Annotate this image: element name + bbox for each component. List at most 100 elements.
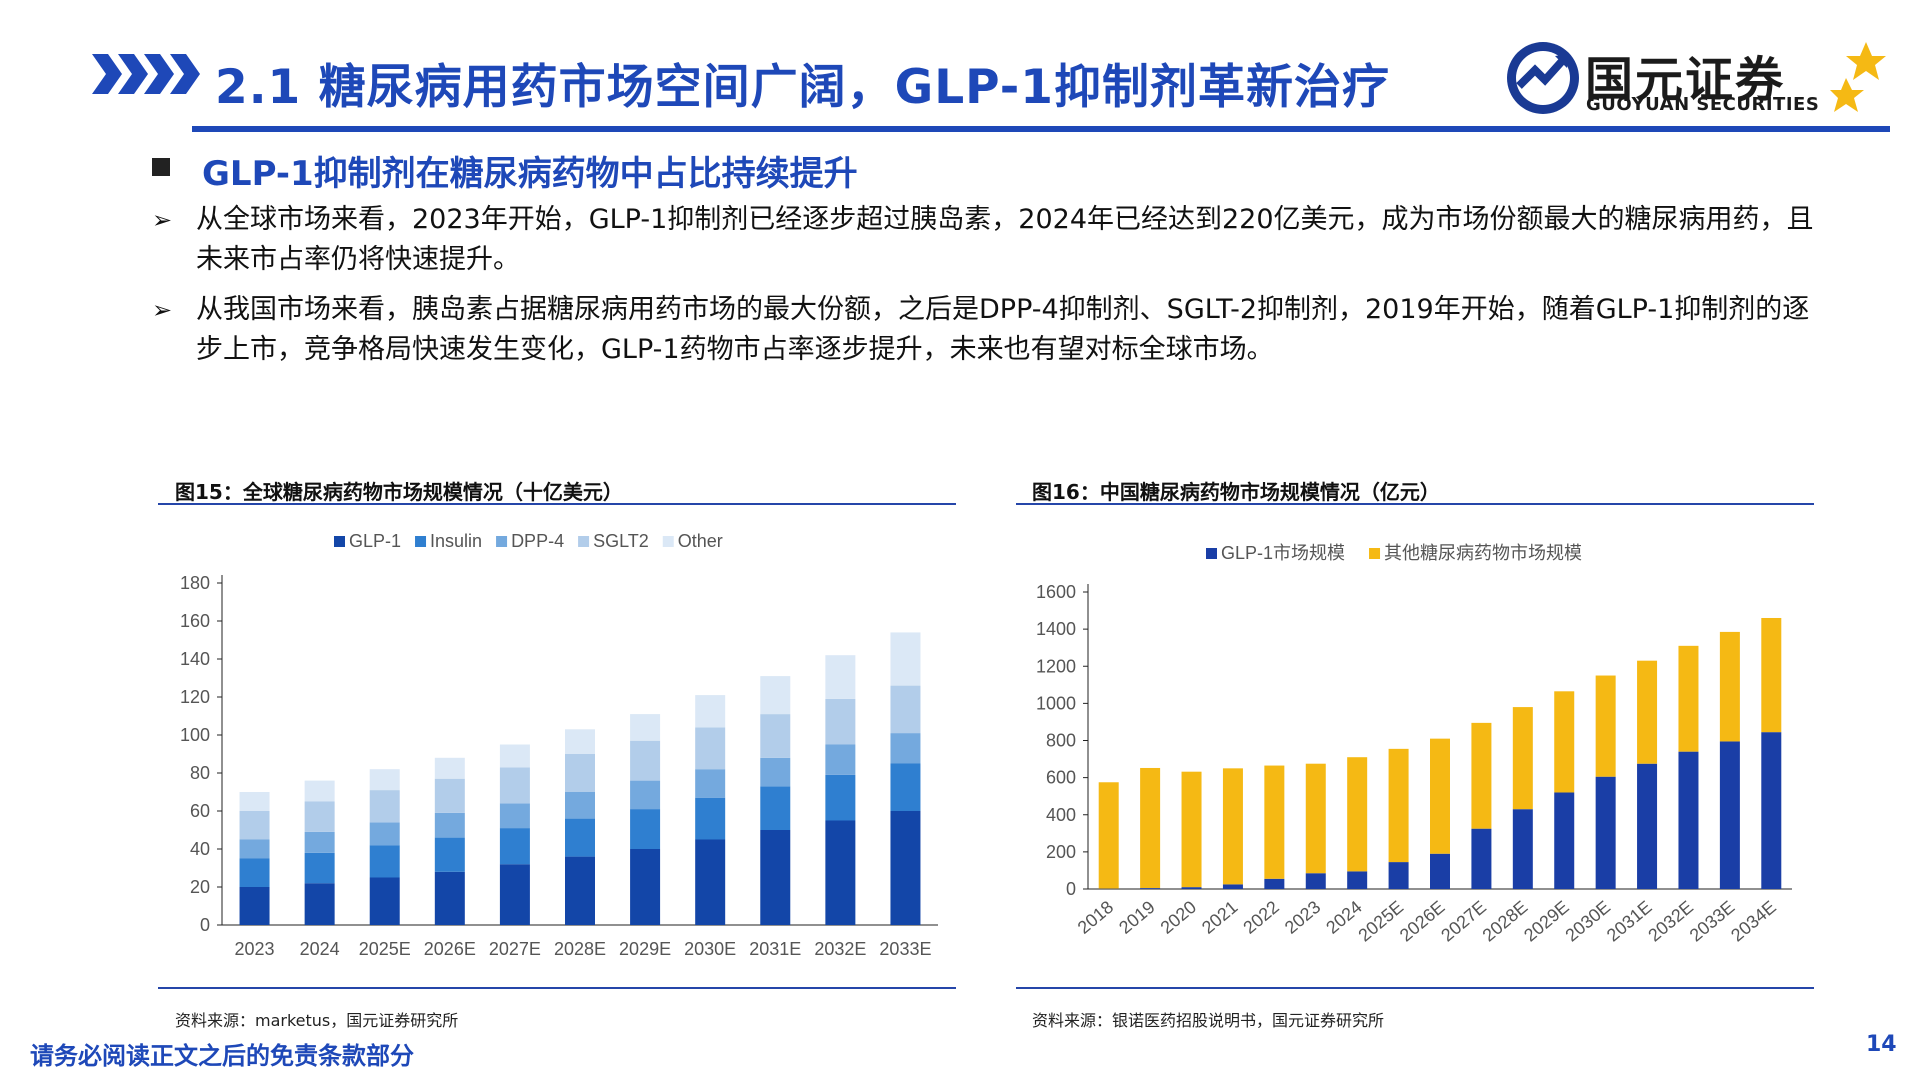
bar-other-2026e: [1430, 738, 1450, 854]
bar-glp1-2031e: [760, 830, 791, 925]
y-tick-label: 600: [1046, 768, 1076, 788]
fig16-source: 资料来源：银诺医药招股说明书，国元证券研究所: [1032, 1011, 1385, 1030]
bar-dpp4-2028e: [565, 792, 595, 819]
bar-other-2024: [1347, 757, 1368, 872]
bar-dpp4-2023: [239, 839, 270, 859]
bar-other-2032e: [825, 655, 856, 699]
logo-stars-icon: [1830, 42, 1886, 112]
fig16-title: 图16：中国糖尿病药物市场规模情况（亿元）: [1032, 480, 1440, 504]
x-tick-label: 2020: [1157, 897, 1201, 938]
fig15-title: 图15：全球糖尿病药物市场规模情况（十亿美元）: [175, 480, 623, 504]
bar-glp1-2026e: [434, 871, 465, 925]
bar-sglt2-2026e: [434, 778, 465, 813]
fig16-top-rule: [1016, 503, 1814, 505]
bar-insulin-2025e: [369, 845, 400, 878]
bar-glp1-2024: [1347, 871, 1368, 889]
bar-other-2019: [1140, 767, 1161, 889]
bar-other-2026e: [434, 757, 465, 779]
bar-sglt2-2033e: [890, 685, 921, 734]
y-tick-label: 160: [180, 611, 210, 631]
bar-other-2022: [1264, 765, 1285, 879]
y-tick-label: 0: [1066, 879, 1076, 899]
bar-dpp4-2026e: [434, 812, 465, 838]
bar-insulin-2023: [239, 858, 270, 887]
bar-other-2023: [239, 792, 270, 811]
bar-glp1-2032e: [825, 820, 856, 925]
bar-glp1-2033e: [1719, 741, 1740, 889]
page-title: 2.1 糖尿病用药市场空间广阔，GLP-1抑制剂革新治疗: [215, 60, 1390, 115]
bar-insulin-2028e: [565, 818, 595, 857]
page-number: 14: [1866, 1032, 1897, 1057]
y-tick-label: 1200: [1036, 656, 1076, 676]
logo-text-cn: 国元证券: [1585, 52, 1786, 108]
fig15-top-rule: [158, 503, 956, 505]
bar-insulin-2027e: [499, 828, 530, 865]
legend-swatch-dpp4: [496, 536, 508, 547]
header-chevrons: [92, 54, 200, 94]
legend-swatch-other: [662, 536, 674, 547]
bar-glp1-2030e: [1595, 776, 1616, 889]
bar-dpp4-2027e: [499, 803, 530, 829]
bar-other-2023: [1305, 763, 1326, 874]
fig15-bottom-rule: [158, 987, 956, 989]
legend-label-glp1: GLP-1: [349, 531, 401, 551]
y-tick-label: 800: [1046, 731, 1076, 751]
x-tick-label: 2033E: [879, 939, 931, 959]
bullet-1: ➢ 从全球市场来看，2023年开始，GLP-1抑制剂已经逐步超过胰岛素，2024…: [152, 200, 1872, 280]
bar-other-2033e: [1719, 631, 1740, 742]
bar-sglt2-2029e: [630, 740, 661, 781]
bar-sglt2-2030e: [695, 727, 726, 770]
bar-other-2025e: [369, 769, 400, 791]
bar-glp1-2033e: [890, 811, 921, 925]
bar-glp1-2026e: [1430, 853, 1450, 889]
bar-sglt2-2027e: [499, 767, 530, 804]
bar-glp1-2031e: [1637, 763, 1658, 889]
bar-other-2031e: [1637, 660, 1658, 764]
bar-other-2029e: [630, 714, 661, 741]
bar-glp1-2019: [1140, 888, 1161, 889]
bar-glp1-2021: [1222, 884, 1243, 889]
title-underline: [192, 126, 1890, 132]
bar-sglt2-2031e: [760, 714, 791, 758]
bar-dpp4-2031e: [760, 757, 791, 787]
y-tick-label: 200: [1046, 842, 1076, 862]
bar-insulin-2032e: [825, 774, 856, 821]
global-diabetes-market-chart: 0 20 40 60 80 100 120 140 160 180 2023 2024 2025E 202…: [180, 531, 938, 959]
bar-glp1-2032e: [1678, 751, 1699, 889]
legend-swatch-sglt2: [578, 536, 590, 547]
bar-glp1-2024: [304, 883, 335, 925]
bar-other-2034e: [1761, 617, 1782, 733]
legend-label-glp1: GLP-1市场规模: [1221, 543, 1345, 563]
y-tick-label: 60: [190, 801, 210, 821]
bar-other-2027e: [1471, 722, 1492, 829]
x-tick-label: 2023: [1281, 897, 1325, 938]
bar-glp1-2029e: [1554, 792, 1575, 889]
bar-other-2025e: [1388, 748, 1409, 863]
fig15-source: 资料来源：marketus，国元证券研究所: [175, 1011, 459, 1030]
bar-other-2020: [1181, 771, 1202, 888]
y-tick-label: 40: [190, 839, 210, 859]
bar-glp1-2030e: [695, 839, 726, 925]
x-tick-label: 2025E: [1354, 897, 1407, 946]
x-tick-label: 2026E: [424, 939, 476, 959]
legend-label-other: 其他糖尿病药物市场规模: [1384, 543, 1582, 563]
x-tick-label: 2025E: [359, 939, 411, 959]
legend-label-dpp4: DPP-4: [511, 531, 564, 551]
bar-glp1-2027e: [1471, 828, 1492, 889]
footer-disclaimer: 请务必阅读正文之后的免责条款部分: [30, 1042, 414, 1070]
x-tick-label: 2021: [1198, 897, 1242, 938]
x-tick-label: 2029E: [619, 939, 671, 959]
bar-sglt2-2023: [239, 811, 270, 840]
x-tick-label: 2023: [235, 939, 275, 959]
bar-sglt2-2028e: [565, 754, 595, 792]
china-diabetes-market-chart: 0200400600800100012001400160020182019202…: [1036, 543, 1792, 946]
x-tick-label: 2032E: [1644, 897, 1697, 946]
bar-other-2021: [1222, 768, 1243, 885]
bar-glp1-2025e: [369, 877, 400, 925]
bar-other-2030e: [1595, 675, 1616, 777]
bullet-arrow-icon: ➢: [152, 206, 173, 234]
bar-other-2029e: [1554, 691, 1575, 793]
y-tick-label: 400: [1046, 805, 1076, 825]
x-tick-label: 2019: [1115, 897, 1159, 938]
bar-glp1-2025e: [1388, 862, 1409, 889]
